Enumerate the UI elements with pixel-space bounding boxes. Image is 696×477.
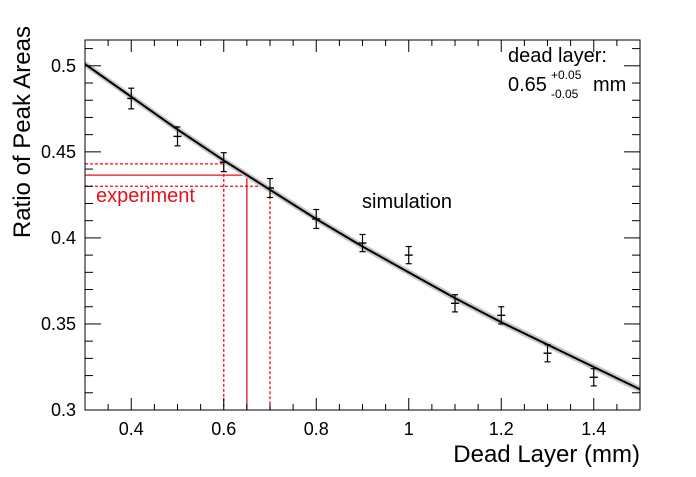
x-tick-label: 0.8 [304, 419, 329, 439]
data-point [173, 126, 182, 147]
y-tick-label: 0.35 [41, 314, 76, 334]
x-axis-label: Dead Layer (mm) [453, 441, 640, 468]
fit-uncertainty-band [85, 60, 640, 393]
result-box: dead layer: 0.65 +0.05 -0.05 mm [508, 45, 626, 101]
data-point [589, 368, 598, 387]
data-point [266, 177, 274, 199]
result-title: dead layer: [508, 45, 607, 67]
data-point [358, 233, 367, 253]
y-tick-label: 0.3 [51, 400, 76, 420]
fit-curve [84, 63, 641, 391]
data-point [497, 306, 506, 325]
y-tick-label: 0.5 [51, 56, 76, 76]
result-unit: mm [593, 74, 626, 96]
data-point [312, 208, 321, 230]
x-tick-label: 1.2 [489, 419, 514, 439]
plot-area [84, 60, 641, 410]
y-tick-label: 0.45 [41, 142, 76, 162]
experiment-label: experiment [96, 185, 195, 207]
data-point [451, 294, 459, 313]
result-minus: -0.05 [551, 87, 579, 101]
data-point [127, 87, 136, 110]
x-tick-label: 1.4 [581, 419, 606, 439]
x-tick-label: 0.4 [119, 419, 144, 439]
result-value: 0.65 [508, 74, 547, 96]
data-point [219, 152, 228, 173]
x-tick-label: 0.6 [211, 419, 236, 439]
x-tick-label: 1 [404, 419, 414, 439]
simulation-label: simulation [362, 191, 452, 213]
data-point [543, 344, 552, 363]
data-point [404, 245, 413, 265]
y-tick-label: 0.4 [51, 228, 76, 248]
result-plus: +0.05 [551, 68, 582, 82]
y-axis-label: Ratio of Peak Areas [9, 26, 36, 238]
axes: 0.4 0.6 0.8 1 1.2 1.4 0.3 0.35 0.4 0.45 0.5 [41, 39, 641, 439]
